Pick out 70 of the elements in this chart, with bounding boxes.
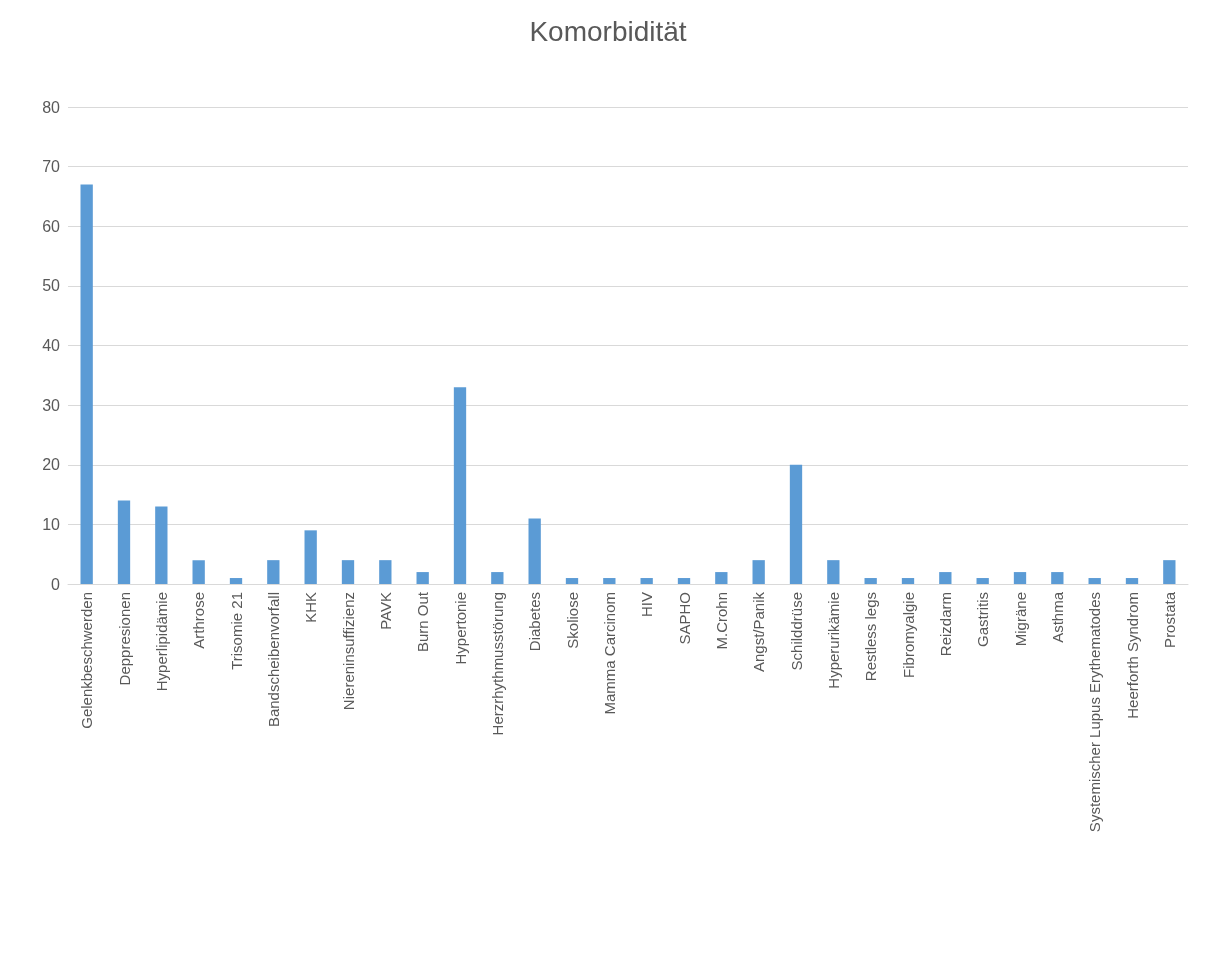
x-tick-label: Hyperlipidämie (152, 592, 170, 692)
x-tick-label: Mamma Carcinom (600, 592, 618, 715)
x-tick-label: SAPHO (675, 592, 693, 645)
x-tick-label: Restless legs (862, 592, 880, 682)
x-tick-label: Skoliose (563, 592, 581, 649)
x-tick-label: Niereninsuffizienz (339, 592, 357, 711)
y-tick-label: 30 (42, 396, 61, 414)
x-tick-label: Systemischer Lupus Erythematodes (1086, 592, 1104, 833)
bar (117, 500, 131, 584)
x-tick-label: Fibromyalgie (899, 592, 917, 678)
x-tick-label: Migräne (1011, 592, 1029, 647)
bar (1163, 560, 1176, 584)
bar (453, 387, 467, 584)
x-tick-label: Burn Out (414, 591, 432, 653)
bar (715, 572, 728, 584)
chart-title: Komorbidität (529, 15, 687, 47)
x-tick-label: HIV (638, 592, 656, 618)
x-tick-label: Asthma (1048, 591, 1066, 643)
bar (1013, 572, 1027, 584)
x-tick-label: PAVK (376, 592, 394, 630)
x-tick-label: Gastritis (974, 592, 992, 648)
y-tick-label: 10 (42, 515, 61, 533)
bar (864, 578, 877, 584)
x-tick-label: Diabetes (526, 592, 544, 652)
bar (752, 560, 765, 584)
bar (1088, 578, 1101, 584)
x-tick-label: Bandscheibenvorfall (264, 592, 282, 728)
y-tick-label: 40 (42, 337, 61, 354)
bar (341, 560, 355, 584)
bar (80, 184, 93, 584)
bar (939, 572, 952, 584)
x-tick-label: Heerforth Syndrom (1123, 592, 1141, 719)
bar (1125, 578, 1139, 584)
x-tick-label: Trisomie 21 (227, 592, 245, 670)
y-tick-label: 70 (42, 158, 61, 176)
bar (1051, 572, 1064, 584)
bar (827, 560, 840, 584)
bar (267, 560, 280, 584)
bar (528, 518, 541, 584)
x-tick-label: M.Crohn (712, 592, 730, 650)
bar (416, 572, 429, 584)
x-tick-label: Herzrhythmusstörung (488, 592, 506, 736)
bar (304, 530, 317, 584)
x-tick-label: Prostata (1160, 591, 1178, 648)
bar (677, 578, 691, 584)
x-tick-label: Deppresionen (115, 592, 133, 686)
y-tick-label: 20 (42, 456, 61, 474)
bar (976, 578, 989, 584)
x-tick-label: Angst/Panik (750, 591, 768, 673)
x-tick-label: Reizdarm (936, 592, 954, 657)
x-tick-label: Hypertonie (451, 592, 469, 665)
bar (155, 506, 168, 584)
bar (565, 578, 579, 584)
bar (789, 464, 803, 584)
x-tick-label: Hyperurikämie (824, 592, 842, 689)
bar (192, 560, 205, 584)
y-tick-label: 60 (42, 217, 61, 235)
bar (379, 560, 392, 584)
x-tick-label: Gelenkbeschwerden (78, 592, 96, 729)
bar (603, 578, 616, 584)
bar (491, 572, 504, 584)
x-tick-label: Arthrose (190, 592, 208, 649)
bar (640, 578, 653, 584)
y-tick-label: 80 (42, 98, 61, 116)
y-tick-label: 0 (51, 575, 61, 593)
bar (901, 578, 915, 584)
bar (229, 578, 243, 584)
x-tick-label: KHK (302, 592, 320, 623)
y-tick-label: 50 (42, 277, 61, 295)
x-tick-label: Schilddrüse (787, 592, 805, 671)
